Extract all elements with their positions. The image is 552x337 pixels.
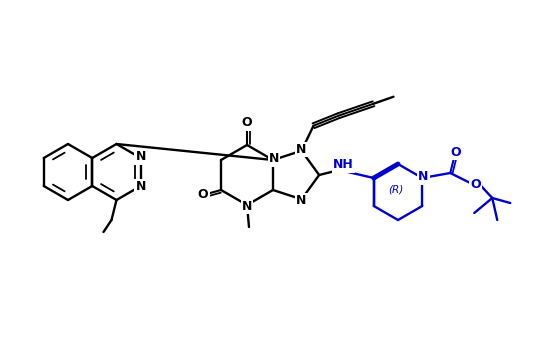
Text: N: N [242, 200, 252, 213]
Text: N: N [418, 171, 428, 184]
Text: O: O [470, 178, 481, 190]
Text: O: O [450, 146, 460, 158]
Text: N: N [269, 153, 279, 165]
Text: N: N [136, 151, 146, 163]
Text: O: O [242, 117, 252, 129]
Text: (R): (R) [389, 185, 404, 195]
Text: NH: NH [333, 158, 353, 172]
Text: N: N [296, 143, 307, 156]
Text: N: N [136, 181, 146, 193]
Text: O: O [198, 188, 208, 202]
Text: N: N [296, 194, 307, 207]
